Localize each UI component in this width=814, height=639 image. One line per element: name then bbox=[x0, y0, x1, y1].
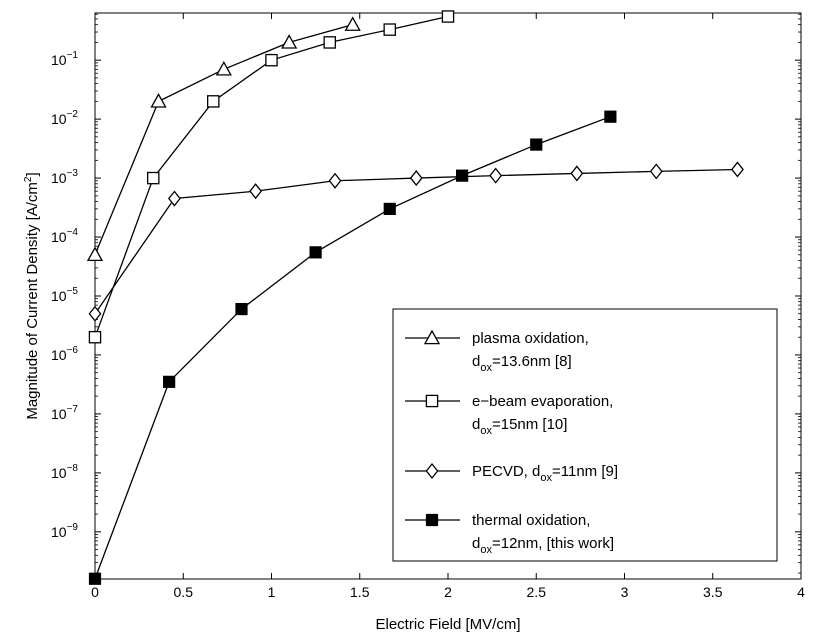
y-axis-label: Magnitude of Current Density [A/cm2] bbox=[23, 172, 41, 419]
x-tick-label: 2 bbox=[444, 584, 452, 600]
diamond-marker bbox=[731, 161, 744, 178]
series-filled-square bbox=[88, 110, 617, 585]
filled-square-marker bbox=[88, 572, 102, 585]
diamond-marker bbox=[570, 165, 584, 182]
filled-square-marker bbox=[235, 302, 248, 316]
legend-label: dox=12nm, [this work] bbox=[472, 535, 614, 556]
series-square bbox=[88, 10, 455, 344]
y-tick-label: 10−9 bbox=[51, 522, 78, 540]
legend-entry: plasma oxidation, dox=13.6nm [8] bbox=[405, 329, 589, 374]
series-diamond bbox=[88, 161, 744, 322]
diamond-marker bbox=[425, 462, 439, 480]
y-axis-ticks: 10−9 10−8 10−7 10−6 10−5 10−4 10−3 10−2 10−1 bbox=[51, 13, 801, 574]
y-tick-label: 10−6 bbox=[51, 345, 78, 363]
square-marker bbox=[146, 171, 160, 185]
x-axis-ticks: 0 0.5 1 1.5 2 2.5 3 3.5 4 bbox=[91, 13, 805, 600]
filled-square-marker bbox=[456, 169, 469, 182]
square-marker bbox=[441, 10, 455, 23]
legend-label: plasma oxidation, bbox=[472, 330, 589, 347]
diamond-marker bbox=[489, 167, 503, 184]
legend-label: e−beam evaporation, bbox=[472, 393, 613, 410]
filled-square-marker bbox=[604, 110, 617, 123]
x-tick-label: 3 bbox=[621, 584, 629, 600]
x-tick-label: 1 bbox=[268, 584, 276, 600]
filled-square-marker bbox=[530, 138, 543, 151]
y-tick-label: 10−8 bbox=[51, 463, 78, 481]
diamond-marker bbox=[249, 183, 263, 200]
x-tick-label: 0 bbox=[91, 584, 99, 600]
series-layer bbox=[86, 10, 744, 585]
triangle-marker bbox=[423, 329, 441, 345]
series-triangle bbox=[86, 16, 361, 262]
triangle-marker bbox=[86, 246, 104, 262]
y-tick-label: 10−2 bbox=[51, 109, 78, 127]
diamond-marker bbox=[409, 170, 423, 187]
square-marker bbox=[425, 394, 439, 408]
legend-label: dox=13.6nm [8] bbox=[472, 353, 572, 374]
series-line bbox=[94, 24, 353, 256]
legend-label: PECVD, dox=11nm [9] bbox=[472, 463, 618, 484]
series-line bbox=[94, 116, 611, 579]
y-tick-label: 10−5 bbox=[51, 286, 78, 304]
diamond-marker bbox=[88, 305, 102, 322]
triangle-marker bbox=[344, 16, 361, 31]
filled-square-marker bbox=[309, 246, 322, 259]
legend-entry: e−beam evaporation, dox=15nm [10] bbox=[405, 393, 613, 437]
diamond-marker bbox=[167, 190, 181, 207]
square-marker bbox=[383, 23, 397, 36]
legend-entry: thermal oxidation, dox=12nm, [this work] bbox=[405, 512, 614, 556]
y-tick-label: 10−7 bbox=[51, 404, 78, 422]
filled-square-marker bbox=[383, 202, 396, 216]
y-tick-label: 10−1 bbox=[51, 50, 78, 68]
x-tick-label: 2.5 bbox=[527, 584, 547, 600]
legend-box bbox=[392, 308, 778, 562]
diamond-marker bbox=[649, 163, 663, 180]
square-marker bbox=[323, 36, 336, 49]
diamond-marker bbox=[328, 172, 342, 189]
series-line bbox=[94, 168, 738, 315]
filled-square-marker bbox=[425, 513, 439, 527]
triangle-marker bbox=[281, 34, 298, 49]
legend-entry: PECVD, dox=11nm [9] bbox=[405, 462, 618, 484]
square-marker bbox=[88, 330, 102, 344]
x-tick-label: 0.5 bbox=[174, 584, 194, 600]
legend-label: thermal oxidation, bbox=[472, 512, 590, 529]
x-tick-label: 3.5 bbox=[703, 584, 723, 600]
y-tick-label: 10−3 bbox=[51, 168, 78, 186]
x-axis-label: Electric Field [MV/cm] bbox=[375, 616, 520, 633]
triangle-marker bbox=[150, 93, 167, 108]
square-marker bbox=[265, 53, 278, 67]
triangle-marker bbox=[215, 60, 232, 76]
legend: plasma oxidation, dox=13.6nm [8] e−beam ev… bbox=[392, 308, 778, 562]
y-tick-label: 10−4 bbox=[51, 227, 78, 245]
x-tick-label: 4 bbox=[797, 584, 805, 600]
x-tick-label: 1.5 bbox=[350, 584, 370, 600]
filled-square-marker bbox=[163, 375, 176, 388]
square-marker bbox=[207, 95, 220, 108]
legend-label: dox=15nm [10] bbox=[472, 416, 567, 437]
